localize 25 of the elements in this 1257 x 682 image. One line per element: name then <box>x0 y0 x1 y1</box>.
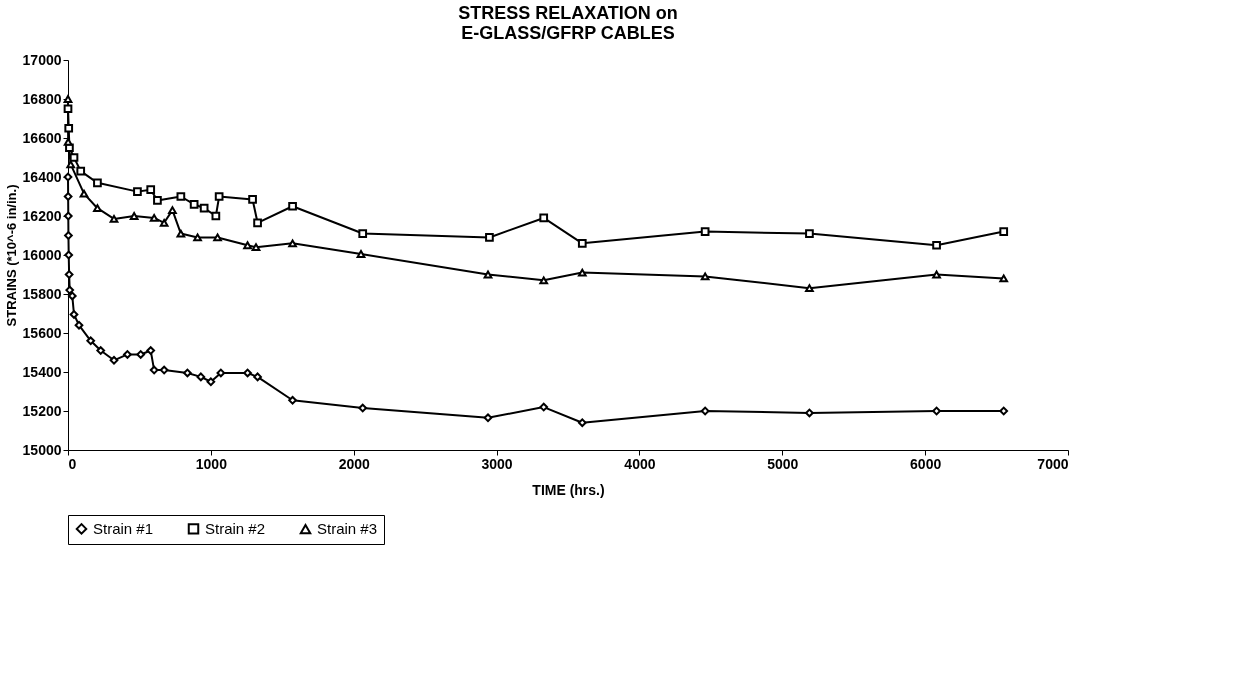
legend-label: Strain #2 <box>205 519 266 537</box>
y-tick-label: 15800 <box>22 285 62 302</box>
legend-label: Strain #3 <box>317 520 378 538</box>
x-tick-label: 3000 <box>481 455 513 472</box>
y-tick-label: 17000 <box>22 51 62 68</box>
legend-label: Strain #1 <box>93 519 154 537</box>
y-tick-label: 16400 <box>22 168 62 185</box>
y-tick-label: 16800 <box>22 90 62 107</box>
x-tick-label: 0 <box>68 455 77 472</box>
y-tick-label: 15600 <box>22 324 62 341</box>
chart-title: STRESS RELAXATION on E-GLASS/GFRP CABLES <box>458 3 678 43</box>
y-tick-label: 15400 <box>22 363 62 380</box>
y-tick-label: 16000 <box>22 246 62 263</box>
x-tick-label: 4000 <box>624 455 656 472</box>
x-tick-label: 5000 <box>767 455 799 472</box>
y-tick-label: 16600 <box>22 129 62 146</box>
x-tick-label: 7000 <box>1037 455 1069 472</box>
y-tick-label: 15000 <box>22 441 62 458</box>
y-tick-label: 15200 <box>22 402 62 419</box>
x-axis-title: TIME (hrs.) <box>532 481 605 498</box>
y-tick-label: 16200 <box>22 207 62 224</box>
x-tick-label: 6000 <box>910 455 942 472</box>
x-tick-label: 1000 <box>195 455 228 472</box>
x-tick-label: 2000 <box>338 455 370 472</box>
y-axis-title: STRAINS (*10^-6 in/in.) <box>3 184 19 327</box>
